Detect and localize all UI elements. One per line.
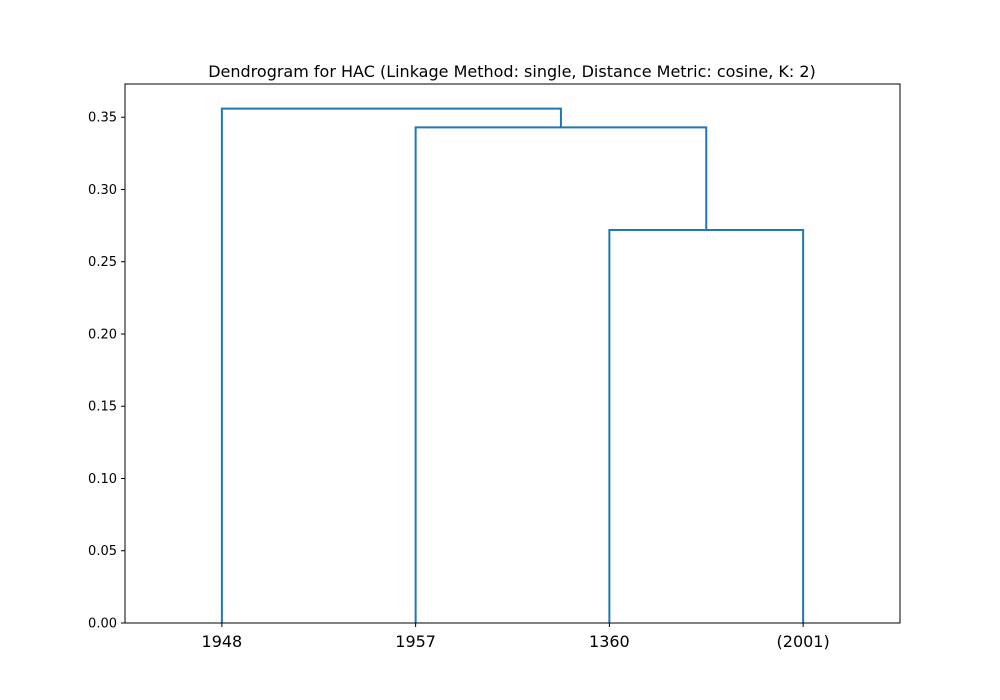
plot-frame (124, 83, 901, 624)
x-axis: 1948 1957 1360 (2001) (202, 623, 830, 651)
leaf-label: 1360 (589, 632, 630, 651)
dendrogram-link-3 (220, 107, 562, 623)
leaf-label: 1948 (202, 632, 243, 651)
y-tick-label: 0.35 (88, 111, 117, 126)
y-tick-label: 0.15 (88, 400, 117, 415)
y-tick-label: 0.00 (88, 617, 117, 632)
y-tick-label: 0.20 (88, 327, 117, 342)
y-tick-label: 0.25 (88, 255, 117, 270)
chart-title: Dendrogram for HAC (Linkage Method: sing… (208, 62, 816, 81)
leaf-label: (2001) (777, 632, 830, 651)
y-tick-label: 0.30 (88, 183, 117, 198)
dendrogram-link-2 (414, 126, 708, 623)
dendrogram-link-1 (608, 228, 805, 623)
y-tick-label: 0.05 (88, 544, 117, 559)
y-axis: 0.00 0.05 0.10 0.15 0.20 0.25 0.30 0.35 (88, 111, 125, 632)
y-tick-label: 0.10 (88, 472, 117, 487)
leaf-label: 1957 (395, 632, 436, 651)
dendrogram-links (220, 107, 805, 623)
